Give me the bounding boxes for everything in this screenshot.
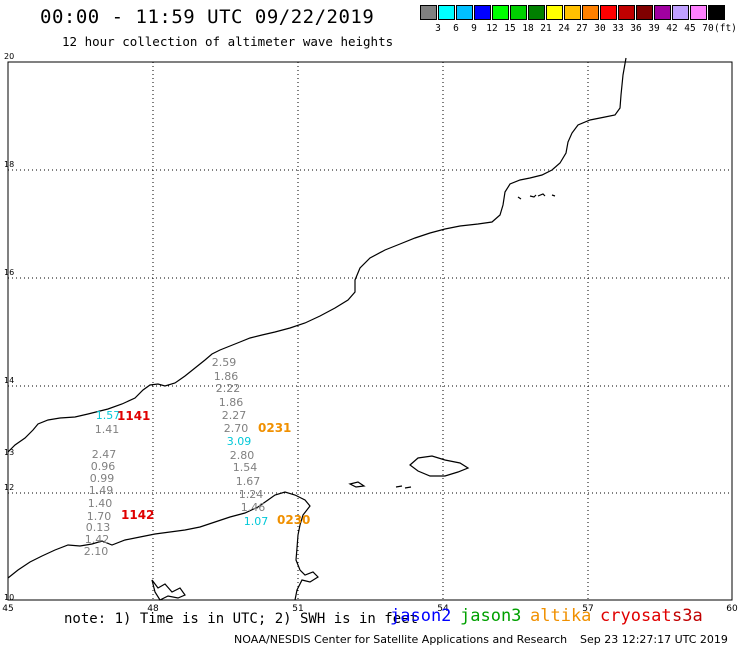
lat-tick-label: 16 <box>4 268 14 277</box>
islets-near-socotra <box>348 481 412 489</box>
scale-label: 36 <box>630 23 642 34</box>
wave-height-value: 1.67 <box>236 475 261 488</box>
scale-swatch <box>690 5 707 20</box>
scale-label: 18 <box>522 23 534 34</box>
scale-label: 27 <box>576 23 588 34</box>
scale-swatch <box>474 5 491 20</box>
wave-height-value: 1.41 <box>95 423 120 436</box>
wave-height-value: 2.47 <box>92 448 117 461</box>
map-title: 00:00 - 11:59 UTC 09/22/2019 <box>40 6 375 28</box>
lon-tick-label: 60 <box>726 604 738 614</box>
lat-tick-label: 18 <box>4 160 14 169</box>
scale-swatch <box>708 5 725 20</box>
wave-height-value: 1.07 <box>244 515 269 528</box>
pass-time-label: 0231 <box>258 421 291 435</box>
satellite-label: s3a <box>672 606 703 626</box>
pass-time-label: 1142 <box>121 508 154 522</box>
scale-label: 12 <box>486 23 498 34</box>
lon-tick-label: 45 <box>2 604 13 614</box>
lat-tick-label: 20 <box>4 52 14 61</box>
wave-height-value: 1.54 <box>233 461 258 474</box>
coastline-africa <box>7 491 319 601</box>
pass-time-label: 1141 <box>117 409 150 423</box>
wave-height-value: 2.27 <box>222 409 247 422</box>
wave-height-value: 3.09 <box>227 435 252 448</box>
wave-height-value: 1.24 <box>239 488 264 501</box>
pass-time-label: 0230 <box>277 513 310 527</box>
scale-label: 15 <box>504 23 516 34</box>
pass-time-labels: 1141 1142 0231 0230 <box>117 409 310 527</box>
satellite-label: altika <box>530 606 592 626</box>
scale-swatch <box>492 5 509 20</box>
scale-swatch <box>600 5 617 20</box>
wave-height-value: 1.49 <box>89 484 114 497</box>
island-kuria-muria <box>517 193 556 200</box>
lon-tick-label: 57 <box>582 604 593 614</box>
scale-swatch <box>564 5 581 20</box>
scale-swatch <box>528 5 545 20</box>
wave-height-value: 1.42 <box>85 533 110 546</box>
scale-swatch <box>654 5 671 20</box>
scale-swatch <box>636 5 653 20</box>
satellite-label: jason3 <box>460 606 522 626</box>
scale-label: 33 <box>612 23 624 34</box>
scale-label: 45 <box>684 23 696 34</box>
scale-swatch <box>618 5 635 20</box>
wave-height-value: 2.22 <box>216 382 241 395</box>
wave-height-tracks: 2.591.862.221.862.272.703.092.801.541.67… <box>84 356 269 558</box>
scale-swatch <box>420 5 437 20</box>
scale-label: 39 <box>648 23 660 34</box>
wave-height-value: 2.10 <box>84 545 109 558</box>
wave-height-value: 2.59 <box>212 356 237 369</box>
map-subtitle: 12 hour collection of altimeter wave hei… <box>62 34 394 49</box>
lon-tick-label: 54 <box>437 604 449 614</box>
generated-timestamp: Sep 23 12:27:17 UTC 2019 <box>580 633 728 646</box>
scale-label: 24 <box>558 23 570 34</box>
wave-height-value: 1.86 <box>219 396 244 409</box>
credit-text: NOAA/NESDIS Center for Satellite Applica… <box>234 633 568 646</box>
scale-label: 3 <box>435 23 441 34</box>
scale-swatch <box>582 5 599 20</box>
scale-unit: (ft) <box>714 23 737 34</box>
scale-label: 6 <box>453 23 459 34</box>
coastline-arabia <box>7 57 627 453</box>
scale-label: 70 <box>702 23 714 34</box>
island-socotra <box>409 455 470 477</box>
lat-minor-tick-label: 13 <box>4 448 14 457</box>
wave-height-value: 2.70 <box>224 422 249 435</box>
scale-swatch <box>510 5 527 20</box>
wave-height-value: 0.96 <box>91 460 116 473</box>
scale-label: 42 <box>666 23 678 34</box>
wave-height-value: 0.99 <box>90 472 115 485</box>
coast-fragment-somalia <box>151 579 186 601</box>
lon-tick-label: 48 <box>147 604 159 614</box>
plot-frame <box>7 61 733 601</box>
wave-height-value: 1.46 <box>241 501 266 514</box>
lat-tick-label: 12 <box>4 483 14 492</box>
scale-label: 9 <box>471 23 477 34</box>
wave-height-value: 1.86 <box>214 370 239 383</box>
scale-swatch <box>438 5 455 20</box>
wave-height-value: 1.40 <box>88 497 113 510</box>
lat-tick-label: 10 <box>4 593 14 602</box>
wave-height-value: 0.13 <box>86 521 111 534</box>
satellite-label: cryosat <box>600 606 672 626</box>
satellite-label: jason2 <box>390 606 452 626</box>
wave-height-value: 2.80 <box>230 449 255 462</box>
scale-swatch <box>672 5 689 20</box>
wave-height-value: 1.57 <box>96 409 121 422</box>
wave-height-value: 1.70 <box>87 510 112 523</box>
scale-label: 30 <box>594 23 606 34</box>
footer-note: note: 1) Time is in UTC; 2) SWH is in fe… <box>64 611 419 627</box>
scale-swatch <box>456 5 473 20</box>
lon-tick-label: 51 <box>292 604 303 614</box>
lat-tick-label: 14 <box>4 376 14 385</box>
scale-label: 21 <box>540 23 552 34</box>
graticule: 45 48 51 54 57 60 20 18 16 14 12 10 13 <box>2 52 738 614</box>
scale-swatch <box>546 5 563 20</box>
